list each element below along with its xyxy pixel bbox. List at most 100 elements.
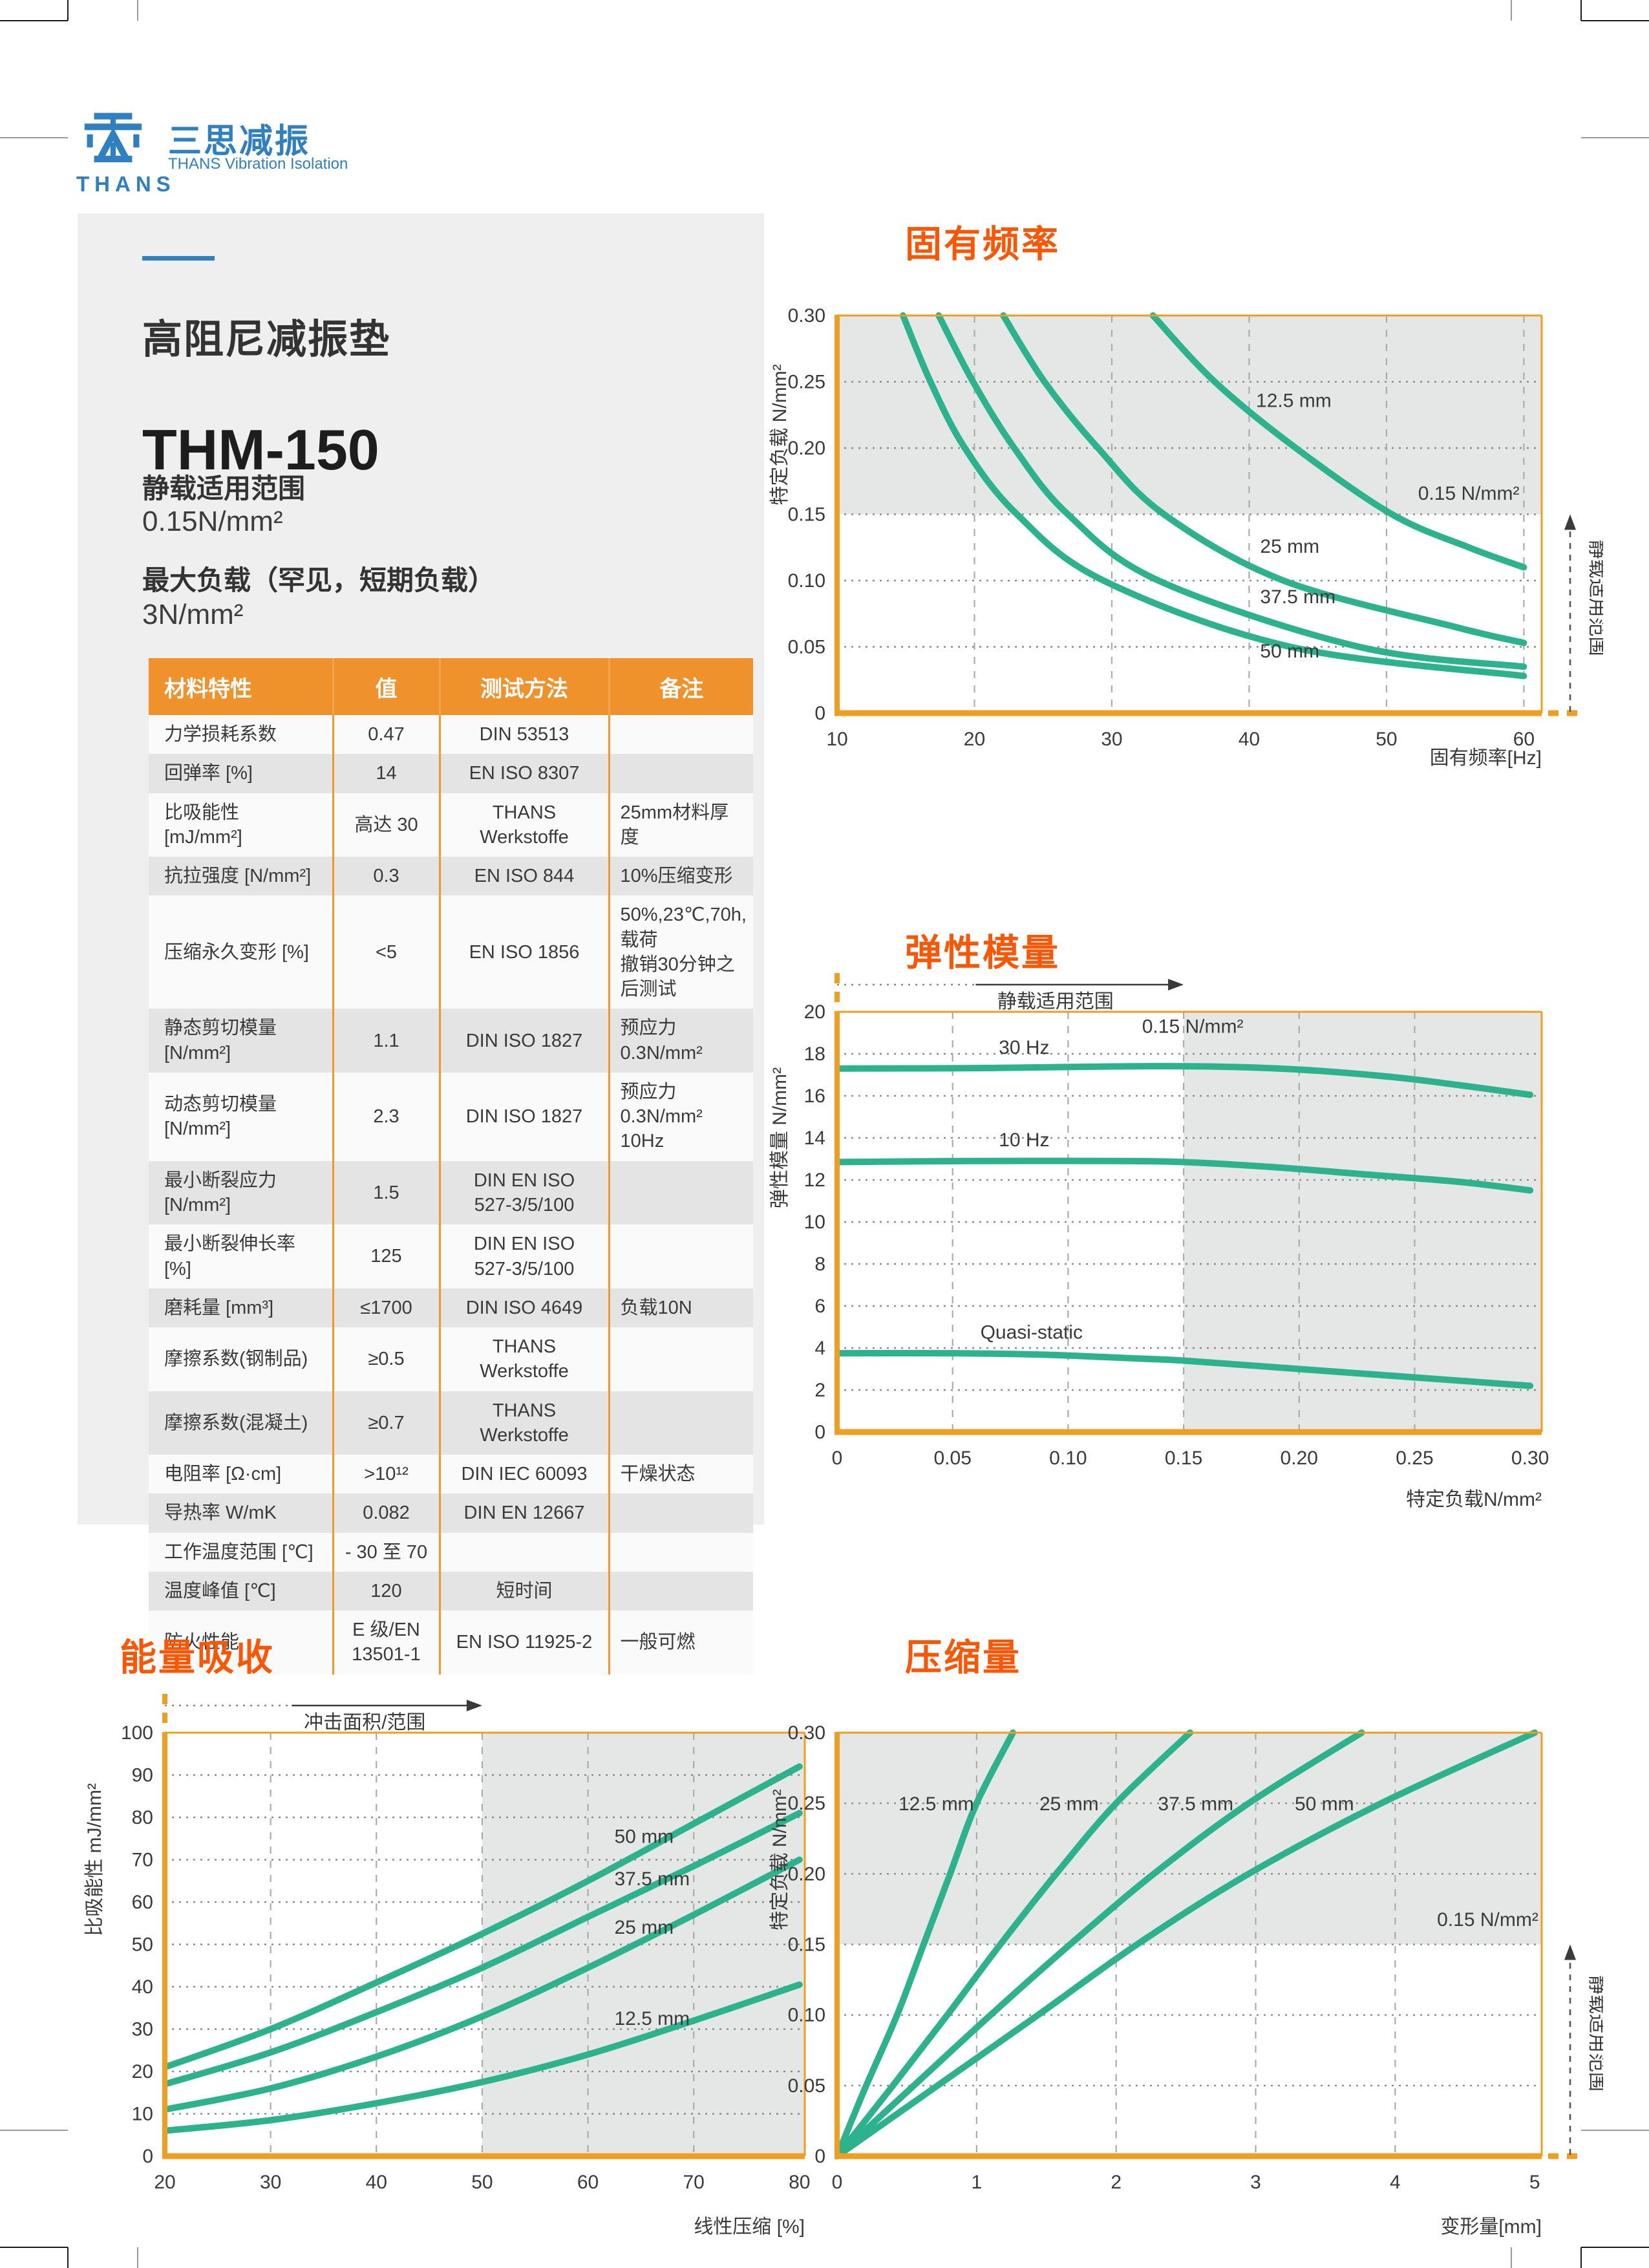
x-tick-label: 40 (1239, 729, 1260, 750)
table-cell: DIN EN ISO 527-3/5/100 (438, 1225, 609, 1289)
table-row: 电阻率 [Ω·cm] >10¹² DIN IEC 60093 干燥状态 (149, 1455, 753, 1494)
brand-logo: THANS 三思减振 THANS Vibration Isolation (76, 110, 438, 196)
x-tick-label: 4 (1390, 2172, 1401, 2193)
table-cell: THANS Werkstoffe (438, 793, 609, 857)
table-cell: >10¹² (332, 1455, 440, 1494)
section-title-energy-absorption: 能量吸收 (120, 1637, 275, 1678)
y-tick-label: 0.10 (788, 2005, 825, 2026)
natural-frequency-figure: 0 0.05 0.10 0.15 0.20 0.25 0.30 10 20 30 40 50 60 特定负… (769, 305, 1603, 769)
x-axis-title: 固有频率[Hz] (1430, 747, 1542, 769)
crop-mark (1580, 2247, 1582, 2268)
y-axis-title: 比吸能性 mJ/mm² (84, 1783, 105, 1936)
y-tick-label: 8 (814, 1254, 825, 1275)
series-50-mm (835, 1729, 1538, 2159)
range-arrow-label: 静载适用范围 (1586, 540, 1603, 656)
max-load-label: 最大负载（罕见，短期负载） (142, 565, 496, 595)
y-tick-label: 0 (814, 2146, 825, 2167)
table-row: 导热率 W/mK 0.082 DIN EN 12667 (149, 1493, 753, 1533)
table-row: 防火性能 E 级/EN 13501-1 EN ISO 11925-2 一般可燃 (149, 1610, 753, 1674)
y-tick-label: 0.30 (788, 305, 825, 326)
x-axis-title: 线性压缩 [%] (694, 2216, 805, 2238)
table-cell: DIN EN 12667 (438, 1493, 609, 1533)
table-row: 压缩永久变形 [%] <5 EN ISO 1856 50%,23℃,70h,载荷 撤销… (149, 895, 753, 1009)
compression-figure: 0 0.05 0.10 0.15 0.20 0.25 0.30 0 1 2 3 4 5 特定负载 N/mm… (769, 1722, 1603, 2238)
series-50-mm (162, 1763, 803, 2071)
table-cell: 压缩永久变形 [%] (164, 941, 309, 963)
table-header-cell: 备注 (608, 658, 753, 715)
series-37.5-mm (835, 1729, 1365, 2159)
series-12.5-mm (835, 1729, 1016, 2159)
x-tick-label: 10 (826, 729, 847, 750)
x-tick-label: 20 (964, 729, 985, 750)
curve-label: 37.5 mm (1260, 586, 1335, 608)
table-cell (608, 1391, 753, 1455)
y-axis-title: 特定负载 N/mm² (769, 1789, 791, 1930)
y-tick-label: 0 (142, 2146, 153, 2167)
curve-label: 0.15 N/mm² (1437, 1909, 1538, 1931)
table-cell: 回弹率 [%] (164, 763, 253, 784)
table-cell: 14 (332, 754, 440, 793)
table-cell (608, 715, 753, 754)
crop-mark (67, 0, 69, 21)
series-10-hz (835, 1157, 1534, 1194)
table-header-cell: 材料特性 (149, 658, 333, 715)
crop-mark (137, 0, 138, 21)
x-axis-title: 变形量[mm] (1440, 2216, 1542, 2238)
crop-mark (67, 2247, 69, 2268)
table-cell: 力学损耗系数 (164, 724, 277, 745)
table-cell: 120 (332, 1571, 440, 1611)
table-cell: 防火性能 (164, 1632, 240, 1653)
y-tick-label: 20 (804, 1001, 825, 1023)
curve-label: 25 mm (614, 1917, 674, 1938)
table-cell: ≥0.7 (332, 1391, 440, 1455)
table-cell: 一般可燃 (608, 1610, 753, 1674)
series-quasi-static (835, 1349, 1534, 1389)
table-cell: 动态剪切模量 [N/mm²] (164, 1094, 277, 1140)
series-50-mm (899, 312, 1527, 679)
curve-label: 50 mm (1295, 1793, 1354, 1815)
accent-rule (142, 256, 215, 261)
series-30-hz (835, 1063, 1534, 1098)
curve-label: 12.5 mm (614, 2008, 690, 2029)
table-cell: 摩擦系数(混凝土) (164, 1412, 308, 1433)
x-tick-label: 40 (366, 2172, 387, 2193)
table-cell: 抗拉强度 [N/mm²] (164, 866, 312, 887)
crop-mark (0, 2247, 68, 2248)
y-tick-label: 0.30 (788, 1722, 825, 1744)
x-tick-label: 3 (1250, 2172, 1261, 2193)
curve-label: 10 Hz (999, 1129, 1049, 1151)
y-tick-label: 0.15 (788, 504, 825, 526)
series-12.5-mm (1149, 312, 1527, 571)
y-axis-title: 弹性模量 N/mm² (769, 1067, 791, 1208)
logo-company-cn: 三思减振 (168, 123, 311, 160)
curve-label: Quasi-static (981, 1321, 1083, 1343)
chart-elastic-modulus: 0 2 4 6 8 10 12 14 16 18 20 0 0.05 0.10 0.15 0.20 0.25 0.… (763, 967, 1603, 1516)
curve-label: 0.15 N/mm² (1142, 1016, 1244, 1038)
table-cell: 1.1 (332, 1009, 440, 1073)
table-cell (608, 1161, 753, 1225)
table-cell: 磨耗量 [mm³] (164, 1297, 274, 1318)
x-tick-label: 1 (971, 2172, 982, 2193)
table-row: 摩擦系数(钢制品) ≥0.5 THANS Werkstoffe (149, 1327, 753, 1391)
crop-mark (0, 20, 68, 21)
crop-mark (1511, 2247, 1512, 2268)
section-title-natural-frequency: 固有频率 (905, 224, 1060, 265)
x-tick-label: 60 (1513, 729, 1535, 750)
y-tick-label: 0.25 (788, 372, 825, 393)
y-tick-label: 0 (814, 703, 825, 724)
y-tick-label: 0.10 (788, 570, 825, 592)
y-tick-label: 4 (814, 1338, 825, 1359)
crop-mark (0, 137, 68, 138)
table-cell (438, 1532, 609, 1572)
table-cell: EN ISO 11925-2 (438, 1610, 609, 1674)
x-tick-label: 60 (577, 2172, 599, 2193)
table-cell: 电阻率 [Ω·cm] (164, 1464, 282, 1485)
y-tick-label: 16 (804, 1086, 825, 1107)
chart-energy-absorption: 0 10 20 30 40 50 60 70 80 90 100 20 30 40 50 60 70 80 比吸能性… (78, 1674, 840, 2243)
table-cell: THANS Werkstoffe (438, 1327, 609, 1391)
x-tick-label: 0 (832, 2172, 843, 2193)
table-cell: 50%,23℃,70h,载荷 撤销30分钟之后测试 (608, 895, 753, 1009)
y-tick-label: 0.05 (788, 637, 825, 658)
table-cell: - 30 至 70 (332, 1532, 440, 1572)
